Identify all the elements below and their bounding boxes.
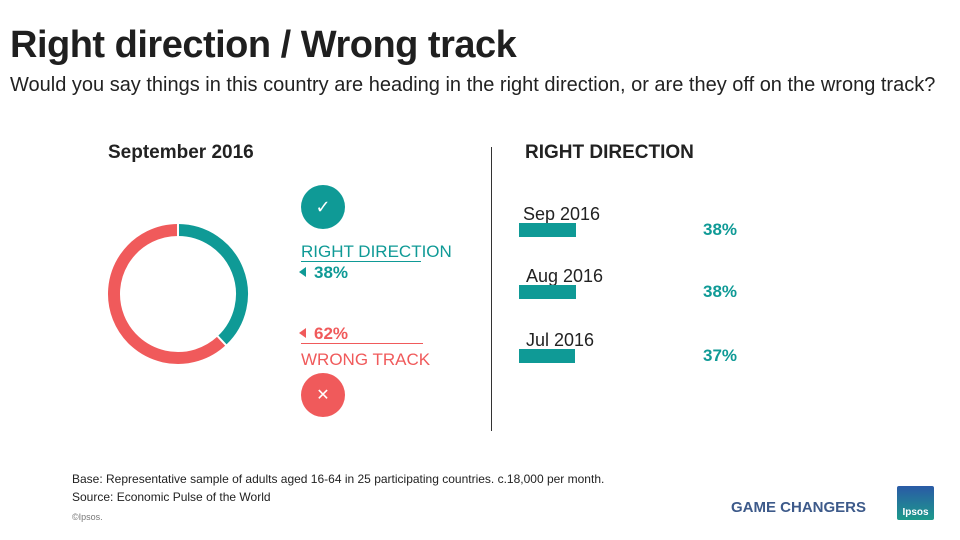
base-note: Base: Representative sample of adults ag…: [72, 472, 605, 486]
divider: [491, 147, 492, 431]
donut-slice-wrong-track: [108, 224, 226, 364]
pointer-left-icon: [299, 267, 306, 277]
logo-text: Ipsos: [902, 507, 929, 518]
bar-category-label: Sep 2016: [523, 204, 601, 224]
legend-label-right-direction: RIGHT DIRECTION: [301, 242, 452, 261]
bar: [519, 349, 575, 363]
source-note: Source: Economic Pulse of the World: [72, 490, 271, 504]
bar-value-label: 38%: [703, 282, 738, 301]
donut-slice-right-direction: [177, 224, 248, 346]
page-subtitle: Would you say things in this country are…: [10, 74, 936, 96]
check-icon: ✓: [301, 185, 345, 229]
legend-underline-wrong: [301, 343, 423, 344]
pointer-left-icon: [299, 328, 306, 338]
game-changers-tagline: GAME CHANGERS: [731, 499, 867, 516]
wrong-track-value: 62%: [314, 324, 349, 343]
bar-category-label: Aug 2016: [526, 266, 604, 286]
right-direction-value: 38%: [314, 263, 349, 282]
legend-value-wrong-track: 62%: [299, 324, 348, 344]
bar-value-label: 38%: [703, 220, 738, 239]
ipsos-logo: Ipsos: [897, 486, 934, 520]
legend-underline-right: [301, 261, 421, 262]
donut-chart-title: September 2016: [108, 142, 254, 163]
bar: [519, 223, 576, 237]
legend-value-right-direction: 38%: [299, 263, 348, 283]
copyright: ©Ipsos.: [72, 512, 103, 522]
bar: [519, 285, 576, 299]
legend-label-wrong-track: WRONG TRACK: [301, 350, 431, 369]
bar-category-label: Jul 2016: [526, 330, 595, 350]
donut-separator: [216, 334, 228, 347]
donut-chart: [108, 223, 248, 364]
bar-value-label: 37%: [703, 346, 738, 365]
x-icon: ✕: [301, 373, 345, 417]
page-title: Right direction / Wrong track: [10, 24, 517, 66]
bar-chart-title: RIGHT DIRECTION: [525, 142, 694, 163]
